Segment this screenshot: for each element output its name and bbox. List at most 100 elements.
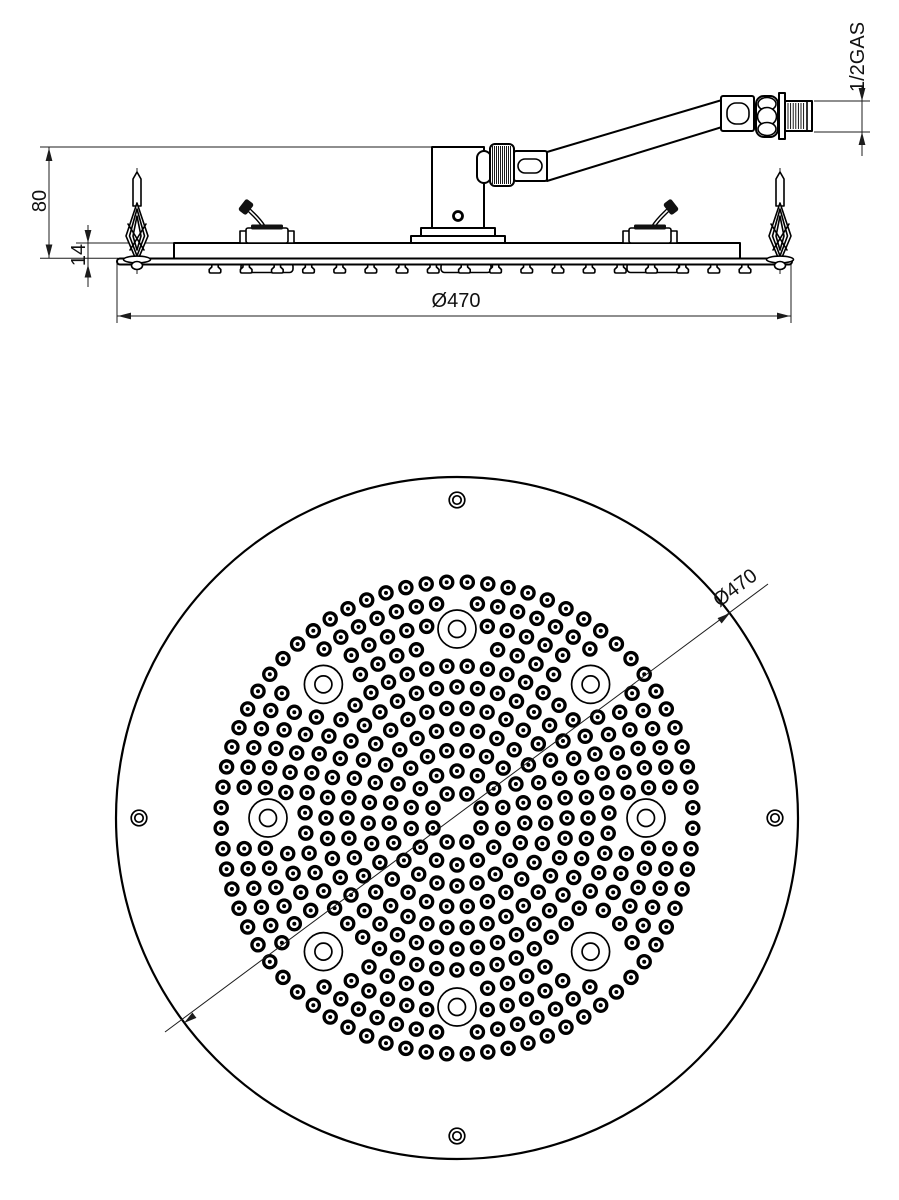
small-nozzle-dot [571,717,576,722]
small-nozzle-dot [690,805,695,810]
small-nozzle-dot [281,656,285,661]
small-nozzle-dot [663,765,668,770]
small-nozzle-dot [414,647,419,652]
dim-arrow [858,88,866,101]
small-nozzle-dot [485,1007,490,1012]
small-nozzle-dot [418,845,423,850]
small-nozzle-dot [602,851,607,856]
small-nozzle-dot [406,890,411,895]
small-nozzle-dot [491,845,496,850]
small-nozzle-dot [536,890,541,895]
small-nozzle-dot [508,858,513,863]
small-nozzle-dot [479,825,483,830]
small-nozzle-dot [424,710,429,715]
small-nozzle-dot [314,715,319,720]
small-nozzle-dot [424,899,429,904]
small-nozzle-dot [514,956,519,960]
small-nozzle-dot [596,870,601,875]
small-nozzle-dot [465,1051,470,1056]
small-nozzle-dot [455,863,459,867]
small-nozzle-dot [338,756,343,761]
small-nozzle-dot [445,792,450,796]
small-nozzle-dot [308,908,313,913]
small-nozzle-dot [303,831,308,836]
side-dimensions: 80 14 Ø470 1/2GAS [29,22,869,320]
small-nozzle-dot [654,942,658,947]
small-nozzle-dot [680,887,685,891]
small-nozzle-dot [345,921,350,926]
small-nozzle-dot [571,996,576,1001]
large-nozzle-center [447,619,467,639]
small-nozzle-dot [646,846,651,851]
small-nozzle-dot [534,616,539,621]
small-nozzle-dot [475,858,480,863]
small-nozzle-dot [571,756,576,761]
plate-flange [116,257,793,266]
small-nozzle-dot [416,872,421,877]
small-nozzle-dot [512,747,517,752]
small-nozzle-dot [557,855,562,860]
small-nozzle-dot [358,672,363,677]
small-nozzle-dot [219,826,224,831]
small-nozzle-dot [532,946,537,951]
small-nozzle-dot [495,1027,500,1032]
small-nozzle-dot [325,795,330,800]
small-nozzle-dot [406,717,410,722]
small-nozzle-dot [485,899,490,904]
small-nozzle-dot [424,1007,429,1012]
small-nozzle-dot [561,893,565,897]
small-nozzle-dot [627,904,632,909]
small-nozzle-dot [464,792,469,796]
small-nozzle-dot [385,997,390,1002]
small-nozzle-dot [521,903,526,908]
small-nozzle-dot [338,875,343,880]
small-nozzle-dot [224,867,229,872]
small-nozzle-dot [324,816,328,820]
small-nozzle-dot [479,806,483,811]
small-nozzle-dot [650,905,655,910]
toggle-anchor-left [238,198,294,243]
small-nozzle-dot [313,870,318,875]
dim-arrow [84,230,92,243]
small-nozzle-dot [353,703,358,708]
mount-base-step1 [420,227,496,237]
small-nozzle-dot [524,974,529,979]
small-nozzle-dot [587,985,592,989]
small-nozzle-dot [518,840,523,845]
small-nozzle-dot [321,889,326,893]
small-nozzle-dot [325,836,330,841]
small-nozzle-dot [642,866,647,871]
small-nozzle-dot [338,996,343,1001]
small-nozzle-dot [367,965,371,969]
small-nozzle-dot [401,858,406,863]
small-nozzle-dot [532,860,537,865]
small-nozzle-dot [658,745,663,750]
small-nozzle-dot [526,590,530,595]
small-nozzle-dot [514,932,519,937]
small-nozzle-dot [434,729,439,734]
small-nozzle-dot [549,935,554,940]
small-nozzle-dot [581,1015,586,1019]
small-nozzle-dot [361,758,366,763]
small-nozzle-dot [377,860,382,865]
small-nozzle-dot [663,866,668,871]
small-nozzle-dot [505,1003,510,1008]
small-nozzle-dot [586,816,590,820]
small-nozzle-dot [445,840,450,844]
small-nozzle-dot [403,585,408,590]
small-nozzle-dot [309,770,314,775]
small-nozzle-dot [584,795,589,800]
large-nozzle-center [581,942,600,961]
small-nozzle-dot [629,656,633,661]
small-nozzle-dot [495,691,500,696]
small-nozzle-dot [424,624,429,629]
small-nozzle-dot [288,770,293,775]
small-nozzle-dot [404,628,409,633]
small-nozzle-dot [349,739,353,743]
small-nozzle-dot [484,754,489,759]
dim-arrow [84,264,92,278]
small-nozzle-dot [373,780,378,785]
small-nozzle-dot [495,604,500,609]
dim-arrow [858,132,866,145]
